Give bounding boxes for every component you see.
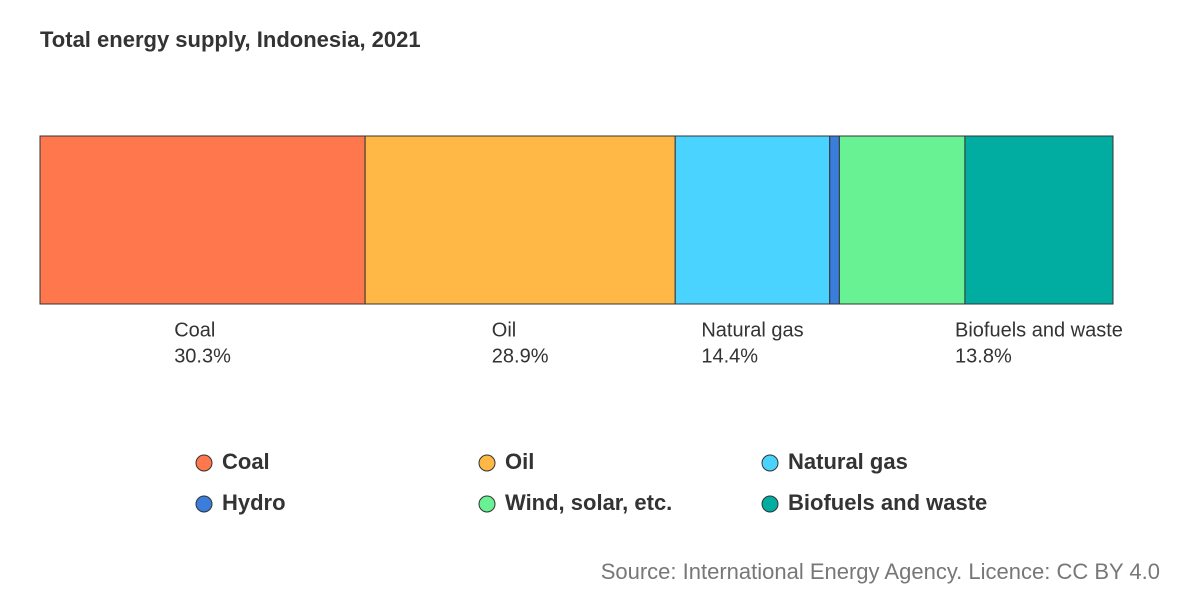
segment-label: Coal: [174, 319, 215, 341]
legend-swatch: [478, 495, 496, 513]
legend-label: Oil: [505, 449, 534, 474]
legend-swatch: [195, 454, 213, 472]
segment-value-label: 14.4%: [701, 345, 758, 367]
legend-label: Wind, solar, etc.: [505, 490, 672, 515]
segment-label: Natural gas: [701, 319, 803, 341]
segment-label: Biofuels and waste: [955, 319, 1123, 341]
bar-segment: [364, 135, 676, 305]
legend-label: Coal: [222, 449, 270, 474]
segment-value-label: 30.3%: [174, 345, 231, 367]
legend-swatch: [761, 495, 779, 513]
legend-swatch: [478, 454, 496, 472]
bar-segment: [964, 135, 1114, 305]
legend-label: Hydro: [222, 490, 286, 515]
legend-label: Biofuels and waste: [788, 490, 987, 515]
segment-value-label: 28.9%: [492, 345, 549, 367]
source: Source: International Energy Agency. Lic…: [601, 559, 1160, 584]
legend-swatch: [195, 495, 213, 513]
segment-value-label: 13.8%: [955, 345, 1012, 367]
chart-title: Total energy supply, Indonesia, 2021: [40, 27, 421, 52]
bar-segment: [674, 135, 831, 305]
bar-segment: [838, 135, 966, 305]
legend-swatch: [761, 454, 779, 472]
bar-segment: [39, 135, 366, 305]
bar-segment: [829, 135, 840, 305]
legend-label: Natural gas: [788, 449, 908, 474]
segment-label: Oil: [492, 319, 516, 341]
